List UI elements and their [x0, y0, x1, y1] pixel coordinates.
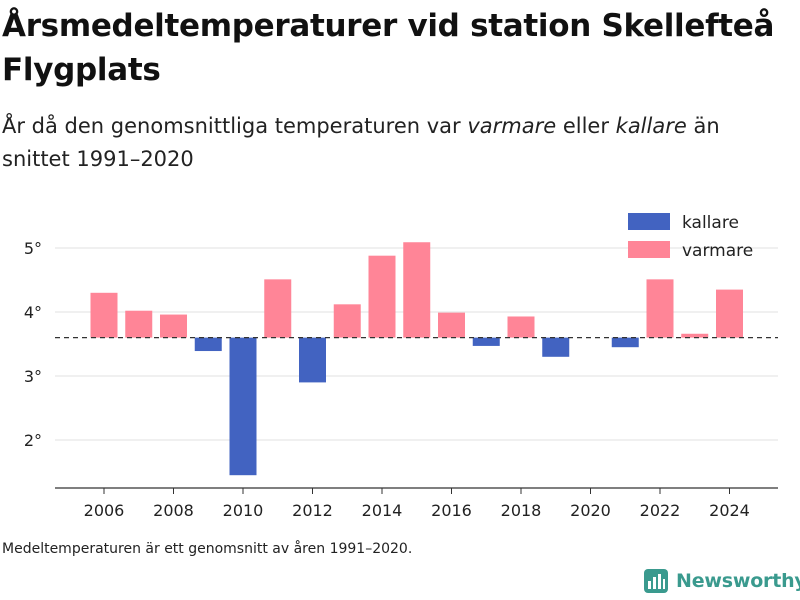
x-tick-label-2008: 2008 — [153, 501, 194, 520]
bar-2023 — [681, 333, 709, 338]
x-tick-label-2010: 2010 — [223, 501, 264, 520]
bar-2018 — [507, 316, 535, 338]
bar-2015 — [403, 242, 431, 338]
bar-2009 — [194, 337, 222, 352]
temperature-bar-chart: 2006 2008 2010 2012 2014 2016 2018 2020 2022 2024… — [24, 213, 778, 520]
legend-swatch-colder — [628, 213, 670, 230]
subtitle-warmer-word: varmare — [467, 114, 557, 138]
x-axis: 2006 2008 2010 2012 2014 2016 2018 2020 2022 2024 — [55, 487, 778, 520]
chart-title: Årsmedeltemperaturer vid station Skellef… — [2, 8, 775, 88]
subtitle-colder-word: kallare — [615, 114, 687, 138]
bar-2022 — [646, 279, 674, 338]
newsworthy-logo[interactable]: Newsworthy — [644, 569, 800, 593]
legend-swatch-warmer — [628, 241, 670, 258]
legend: kallare varmare — [628, 213, 753, 261]
x-tick-label-2022: 2022 — [640, 501, 681, 520]
legend-label-warmer: varmare — [682, 241, 753, 261]
brand-name: Newsworthy — [676, 570, 800, 592]
y-tick-label-3: 3° — [24, 367, 42, 386]
y-axis-tick-labels: 2° 3° 4° 5° — [24, 239, 42, 450]
legend-label-colder: kallare — [682, 213, 739, 233]
bar-2014 — [368, 255, 396, 338]
bar-2007 — [125, 310, 153, 338]
x-tick-label-2012: 2012 — [292, 501, 333, 520]
bar-2017 — [472, 337, 500, 346]
newsworthy-logo-icon — [644, 569, 668, 593]
bar-2024 — [716, 289, 743, 338]
bar-2013 — [333, 304, 361, 338]
subtitle-part-1: År då den genomsnittliga temperaturen va… — [2, 114, 468, 138]
x-tick-label-2024: 2024 — [709, 501, 750, 520]
x-tick-label-2014: 2014 — [362, 501, 403, 520]
y-tick-label-4: 4° — [24, 303, 42, 322]
x-tick-label-2018: 2018 — [501, 501, 542, 520]
subtitle-part-3: än snittet 1991–2020 — [2, 114, 720, 171]
bar-2019 — [542, 337, 570, 357]
bar-2006 — [90, 292, 118, 338]
x-tick-label-2016: 2016 — [431, 501, 472, 520]
bar-2008 — [160, 314, 187, 338]
bars — [90, 242, 743, 476]
bar-2011 — [264, 279, 292, 338]
bar-2010 — [229, 337, 257, 476]
bar-2021 — [611, 337, 639, 348]
x-tick-label-2020: 2020 — [570, 501, 611, 520]
bar-2016 — [438, 312, 465, 338]
y-tick-label-5: 5° — [24, 239, 42, 258]
x-tick-label-2006: 2006 — [84, 501, 125, 520]
bar-2012 — [299, 337, 326, 383]
y-tick-label-2: 2° — [24, 431, 42, 450]
subtitle-part-2: eller — [556, 114, 616, 138]
chart-subtitle: År då den genomsnittliga temperaturen va… — [2, 110, 792, 176]
footnote: Medeltemperaturen är ett genomsnitt av å… — [2, 541, 413, 557]
